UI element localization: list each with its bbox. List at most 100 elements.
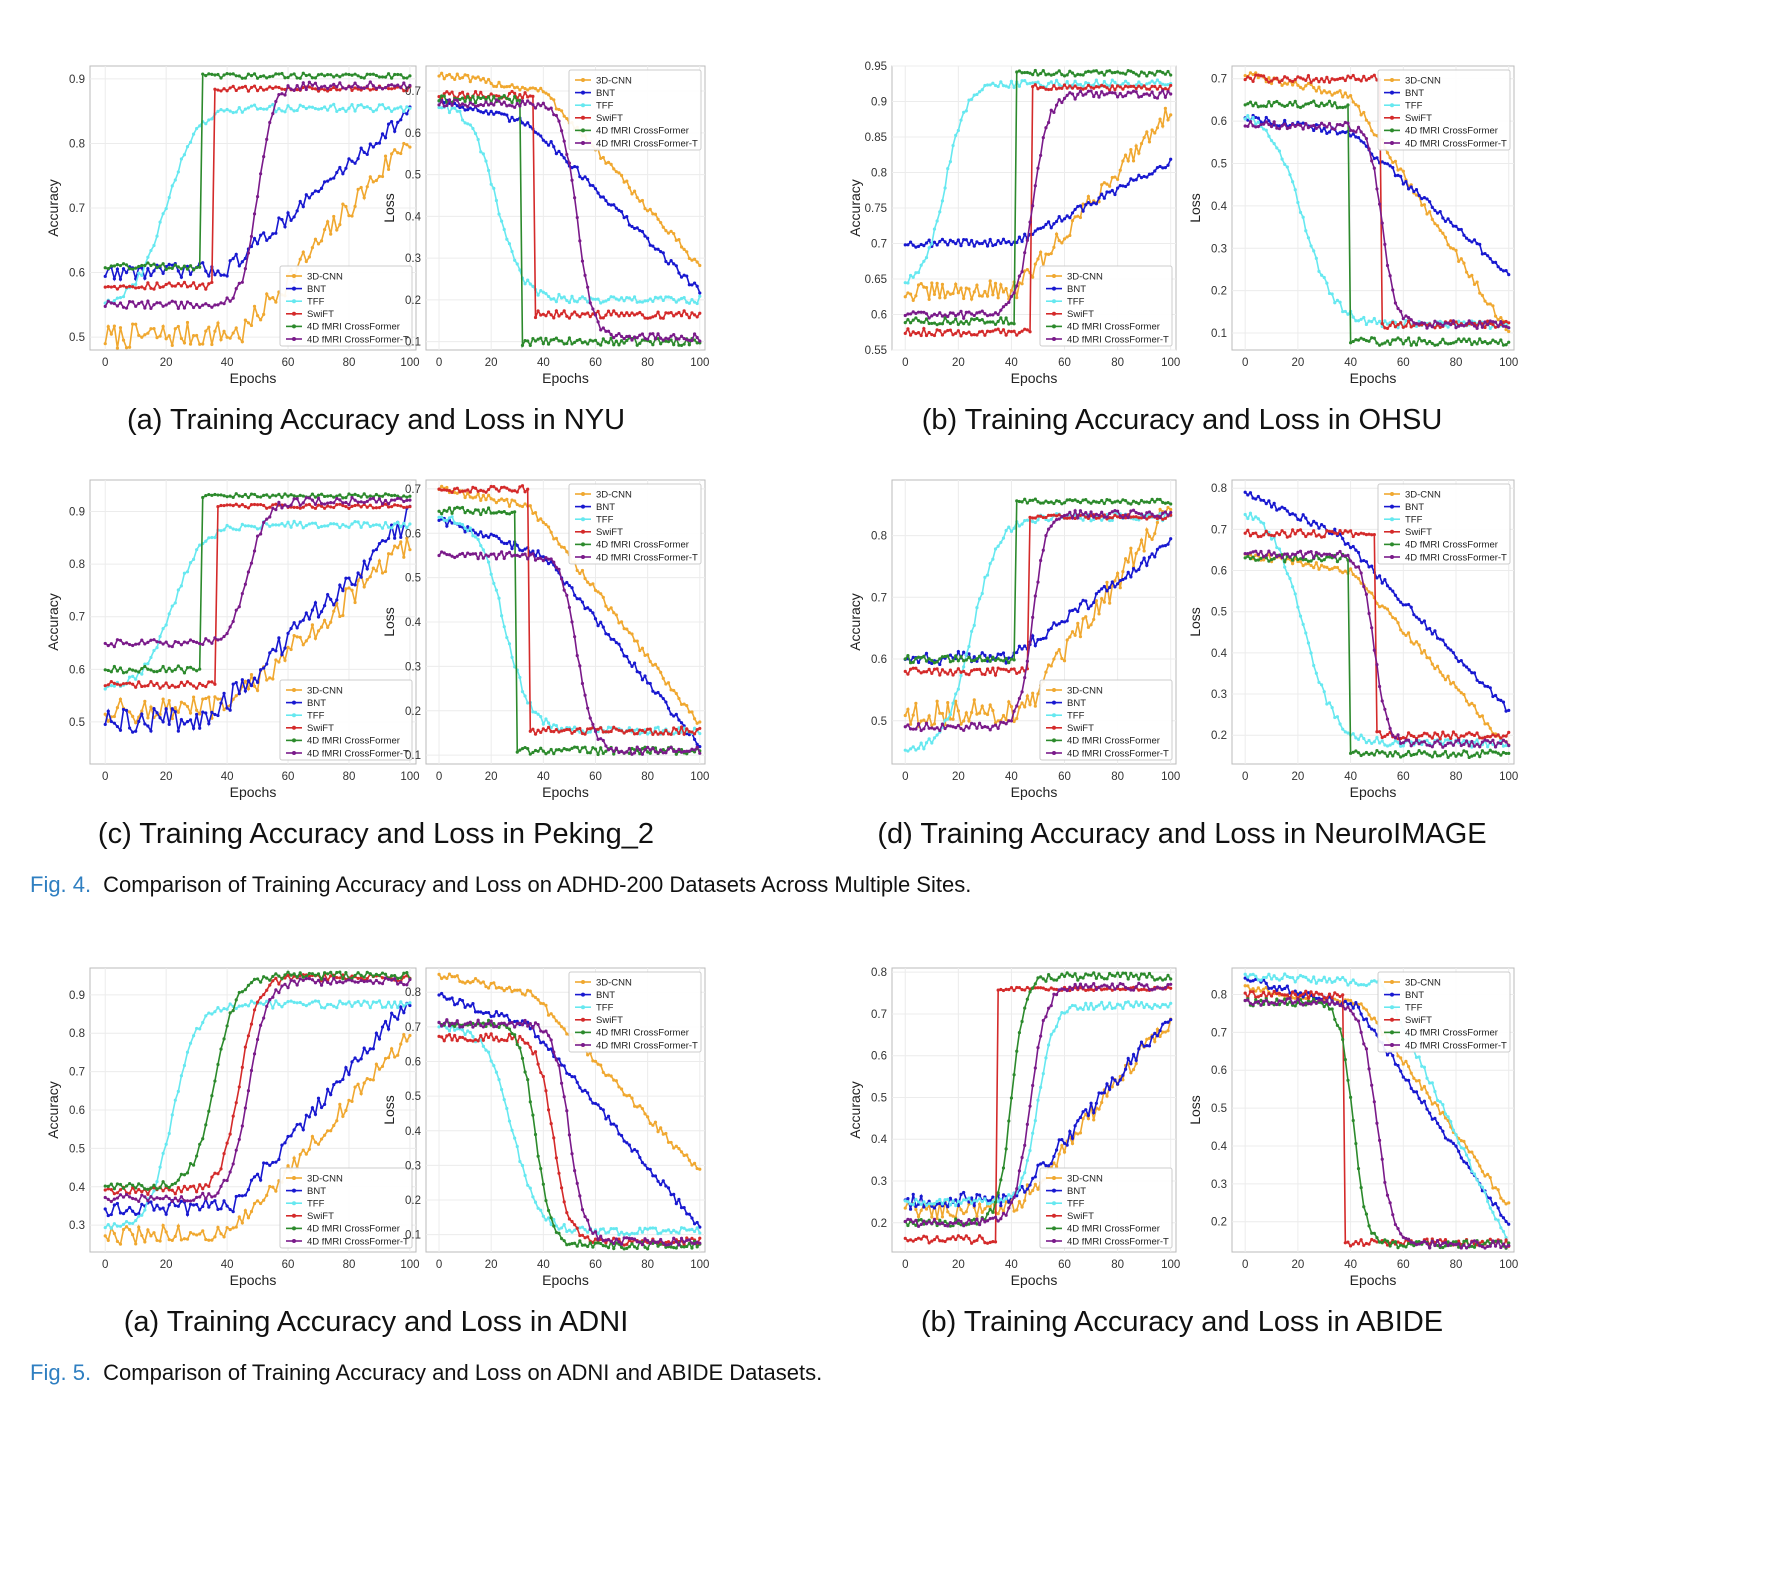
data-point: [152, 683, 156, 688]
data-point: [993, 322, 998, 326]
data-point: [906, 243, 910, 247]
data-point: [1322, 80, 1326, 84]
data-point: [1033, 704, 1037, 708]
data-point: [596, 297, 600, 301]
data-point: [1153, 81, 1157, 85]
data-point: [347, 586, 351, 590]
data-point: [573, 729, 577, 734]
data-point: [695, 335, 699, 340]
data-point: [580, 177, 585, 181]
data-point: [1383, 606, 1387, 610]
data-point: [494, 588, 499, 592]
data-point: [1507, 329, 1511, 334]
data-point: [520, 484, 525, 488]
data-point: [1033, 229, 1037, 233]
data-point: [507, 488, 512, 492]
data-point: [533, 710, 538, 714]
data-point: [935, 667, 939, 671]
data-point: [1017, 499, 1022, 504]
data-point: [1081, 87, 1085, 91]
data-point: [916, 722, 921, 726]
data-point: [131, 682, 135, 686]
data-point: [1155, 96, 1160, 100]
data-point: [559, 749, 564, 753]
data-point: [1380, 581, 1384, 585]
data-point: [975, 311, 979, 315]
data-point: [1351, 544, 1355, 549]
data-point: [1256, 105, 1260, 109]
data-point: [255, 89, 260, 93]
data-point: [222, 528, 226, 532]
data-point: [1054, 623, 1059, 627]
data-point: [329, 620, 333, 624]
data-point: [338, 165, 342, 170]
data-point: [1470, 701, 1474, 705]
data-point: [690, 258, 694, 262]
data-point: [322, 180, 327, 184]
data-point: [109, 285, 113, 289]
data-point: [943, 186, 947, 190]
data-point: [1060, 619, 1064, 624]
data-point: [975, 92, 979, 97]
data-point: [526, 121, 530, 125]
data-point: [991, 243, 995, 248]
data-point: [1333, 565, 1337, 570]
data-point: [1462, 320, 1466, 324]
data-point: [946, 243, 950, 247]
data-point: [222, 273, 226, 277]
data-point: [1488, 256, 1492, 261]
data-point: [1121, 498, 1125, 502]
data-point: [1102, 79, 1106, 84]
data-point: [927, 321, 931, 326]
data-point: [1338, 131, 1342, 135]
data-point: [347, 157, 351, 161]
data-point: [158, 686, 162, 690]
data-point: [1396, 621, 1400, 625]
data-point: [338, 583, 342, 587]
data-point: [1251, 124, 1255, 128]
data-point: [265, 87, 269, 91]
data-point: [570, 727, 574, 732]
y-axis-label: Accuracy: [45, 593, 61, 651]
data-point: [484, 533, 488, 538]
data-point: [1049, 513, 1053, 517]
data-point: [371, 549, 375, 553]
data-point: [562, 156, 566, 160]
data-point: [460, 523, 465, 527]
data-point: [481, 111, 485, 115]
data-point: [158, 716, 162, 720]
data-point: [237, 605, 241, 609]
data-point: [588, 751, 592, 755]
data-point: [152, 670, 156, 674]
data-point: [298, 520, 302, 524]
data-point: [479, 551, 483, 555]
data-point: [476, 109, 480, 113]
data-point: [604, 340, 608, 344]
data-point: [661, 316, 665, 320]
data-point: [614, 206, 618, 210]
data-point: [298, 635, 302, 639]
data-point: [967, 242, 971, 247]
data-point: [176, 281, 180, 286]
data-point: [182, 702, 187, 706]
data-point: [191, 639, 196, 644]
data-point: [164, 623, 168, 627]
data-point: [988, 654, 992, 658]
data-point: [106, 284, 110, 289]
data-point: [259, 668, 263, 672]
data-point: [1052, 520, 1056, 524]
data-point: [106, 267, 110, 271]
data-point: [1488, 341, 1492, 345]
x-tick-label: 40: [1344, 357, 1357, 369]
data-point: [625, 334, 629, 339]
data-point: [653, 295, 658, 299]
data-point: [322, 603, 327, 608]
data-point: [1385, 607, 1390, 611]
data-point: [173, 601, 177, 605]
data-point: [531, 549, 535, 553]
data-point: [659, 731, 663, 735]
data-point: [679, 343, 684, 348]
data-point: [1004, 316, 1008, 320]
